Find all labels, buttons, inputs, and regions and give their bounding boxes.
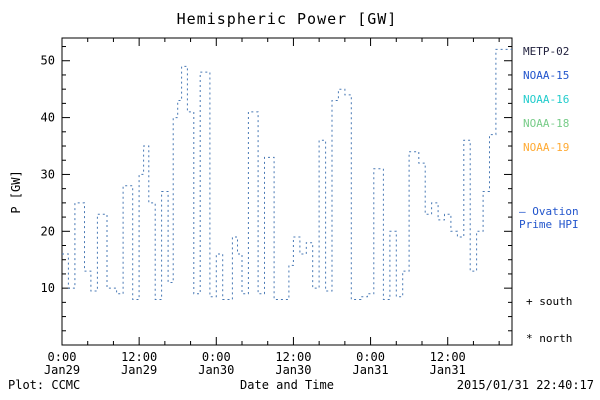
- timestamp: 2015/01/31 22:40:17: [456, 378, 594, 392]
- legend-north-marker: * north: [526, 332, 573, 345]
- x-tick-label-time: 0:00: [202, 350, 231, 364]
- y-tick-label: 30: [41, 167, 55, 181]
- y-tick-label: 50: [41, 54, 55, 68]
- plot-credit: Plot: CCMC: [8, 378, 81, 392]
- satellite-legend: METP-02 NOAA-15 NOAA-16 NOAA-18 NOAA-19: [523, 40, 569, 160]
- legend-item-metp02: METP-02: [523, 45, 570, 58]
- x-tick-label-time: 12:00: [275, 350, 311, 364]
- x-tick-label-date: Jan31: [430, 363, 466, 377]
- x-tick-label-time: 12:00: [430, 350, 466, 364]
- x-tick-label-date: Jan30: [275, 363, 311, 377]
- y-tick-label: 10: [41, 281, 55, 295]
- x-tick-label-time: 0:00: [356, 350, 385, 364]
- legend-item-noaa18: NOAA-18: [523, 117, 570, 130]
- y-tick-label: 40: [41, 111, 55, 125]
- x-tick-label-date: Jan29: [121, 363, 157, 377]
- hpi-step-line: [62, 48, 512, 300]
- x-tick-label-time: 12:00: [121, 350, 157, 364]
- legend-item-noaa19: NOAA-19: [523, 141, 570, 154]
- legend-item-noaa16: NOAA-16: [523, 93, 570, 106]
- legend-ovation-line1: – Ovation: [519, 205, 579, 218]
- x-axis-label: Date and Time: [240, 378, 334, 392]
- x-tick-label-date: Jan31: [353, 363, 389, 377]
- legend-ovation-line2: Prime HPI: [519, 218, 579, 231]
- x-tick-label-date: Jan30: [198, 363, 234, 377]
- legend-ovation-prime: – Ovation Prime HPI: [519, 205, 579, 231]
- x-tick-label-date: Jan29: [44, 363, 80, 377]
- chart-title: Hemispheric Power [GW]: [176, 10, 398, 28]
- y-tick-label: 20: [41, 224, 55, 238]
- plot-box: [61, 37, 513, 346]
- legend-item-noaa15: NOAA-15: [523, 69, 570, 82]
- legend-south-marker: + south: [526, 295, 573, 308]
- x-tick-label-time: 0:00: [48, 350, 77, 364]
